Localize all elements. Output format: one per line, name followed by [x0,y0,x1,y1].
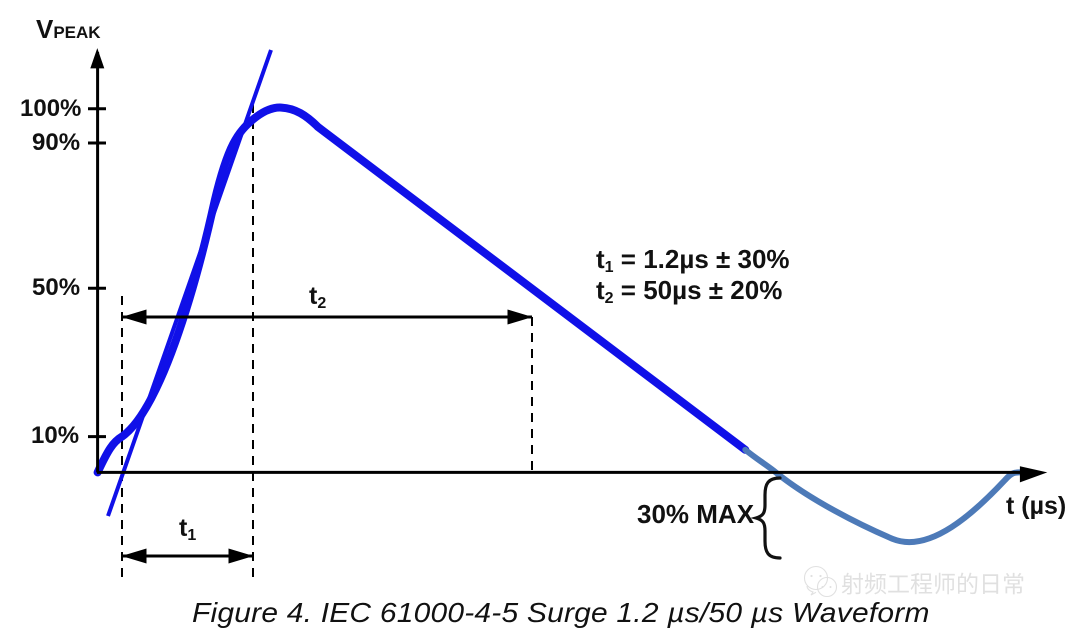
svg-text:射频工程师的日常: 射频工程师的日常 [841,571,1025,597]
